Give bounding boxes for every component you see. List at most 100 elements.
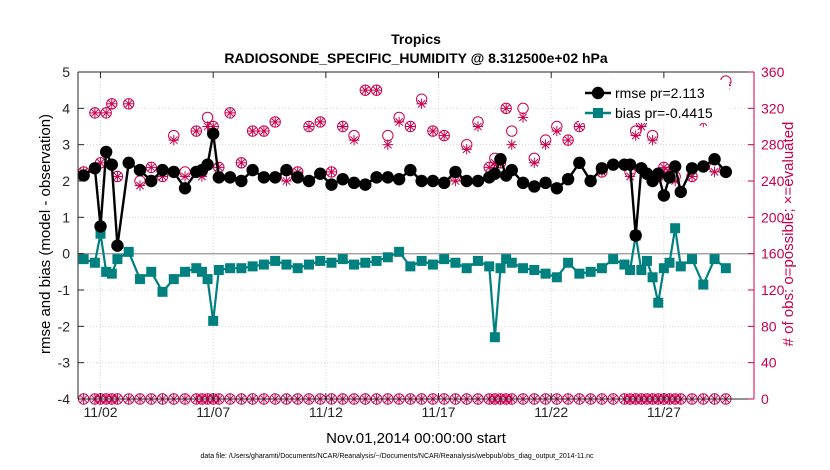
bias-point [653, 297, 664, 308]
obs-evaluated-point [382, 139, 394, 150]
asterisk-stroke [637, 122, 646, 131]
y2-tick-label: 0 [761, 391, 769, 407]
x-axis-label: Nov.01,2014 00:00:00 start [326, 430, 507, 447]
y-tick-label: 3 [62, 137, 70, 153]
bias-point [647, 272, 658, 283]
bias-point [675, 261, 686, 272]
obs-evaluated-point [529, 157, 540, 169]
asterisk-stroke [338, 122, 347, 131]
rmse-point [488, 167, 502, 180]
bias-point [236, 263, 247, 274]
asterisk-stroke [327, 167, 336, 176]
rmse-point [122, 156, 135, 170]
bias-point [540, 268, 551, 279]
labels-layer: Nov.01,2014 00:00:00 start rmse and bias… [37, 114, 797, 460]
rmse-point [246, 163, 259, 177]
asterisk-stroke [181, 172, 190, 181]
bias-point [596, 263, 607, 274]
rmse-point [291, 171, 304, 184]
bias-line [83, 228, 727, 338]
bias-point [371, 255, 382, 266]
rmse-point [359, 178, 372, 191]
bias-point [134, 274, 145, 285]
rmse-point [235, 174, 248, 188]
bias-point [574, 268, 585, 279]
asterisk-stroke [259, 127, 268, 136]
y-tick-label: -1 [58, 282, 71, 298]
bias-point [585, 266, 596, 277]
obs-possible-point [382, 129, 394, 142]
bias-point [112, 254, 123, 265]
rmse-point [573, 156, 586, 170]
rmse-point [426, 174, 440, 188]
y2-tick-label: 120 [761, 282, 785, 298]
rmse-point [167, 165, 180, 179]
asterisk-stroke [395, 117, 404, 126]
legend: rmse pr=2.113 bias pr=-0.4415 [579, 80, 729, 123]
rmse-point [145, 174, 158, 188]
rmse-point [652, 167, 665, 180]
rmse-point [99, 145, 113, 159]
asterisk-stroke [406, 122, 415, 131]
rmse-point [516, 176, 530, 190]
bias-point [337, 254, 348, 265]
bias-point [213, 265, 224, 276]
bias-point [326, 257, 337, 268]
x-tick-label: 11/12 [309, 404, 343, 420]
x-tick-label: 11/22 [534, 404, 568, 420]
bias-point [506, 257, 517, 268]
rmse-point [550, 182, 564, 195]
legend-label: rmse pr=2.113 [615, 85, 705, 101]
asterisk-stroke [90, 108, 99, 117]
bias-point [89, 257, 100, 268]
legend-marker-rmse [591, 86, 605, 100]
bias-point [258, 259, 269, 270]
asterisk-stroke [237, 158, 246, 167]
rmse-point [212, 171, 226, 184]
obs-evaluated-point [709, 166, 720, 178]
obs-evaluated-point [540, 139, 551, 150]
rmse-point [494, 153, 507, 166]
bias-point [658, 263, 669, 274]
obs-evaluated-point [500, 103, 512, 114]
asterisk-stroke [169, 136, 178, 145]
bias-point [518, 263, 529, 274]
bias-point [720, 263, 731, 274]
footnote: data file: /Users/gharamti/Documents/NCA… [200, 453, 594, 460]
obs-evaluated-point [146, 162, 157, 173]
asterisk-stroke [350, 136, 359, 145]
asterisk-stroke [564, 136, 573, 145]
rmse-point [392, 172, 406, 186]
obs-evaluated-point [134, 180, 146, 191]
rmse-point [663, 171, 676, 184]
asterisk-stroke [248, 127, 257, 136]
asterisk-stroke [451, 176, 460, 186]
asterisk-stroke [507, 140, 516, 149]
obs-evaluated-point [562, 134, 574, 146]
y2-tick-label: 320 [761, 100, 785, 116]
rmse-point [280, 163, 293, 177]
obs-evaluated-point [438, 130, 450, 141]
obs-evaluated-point [647, 134, 658, 146]
rmse-point [381, 171, 395, 184]
rmse-point [207, 127, 220, 140]
bias-point [484, 261, 495, 272]
bias-point [281, 259, 292, 270]
rmse-point [471, 174, 485, 188]
x-tick-label: 11/17 [422, 404, 456, 420]
obs-evaluated-point [315, 116, 326, 128]
asterisk-stroke [124, 99, 133, 108]
bias-point [157, 286, 168, 297]
asterisk-stroke [473, 122, 482, 131]
asterisk-stroke [383, 140, 392, 149]
rmse-point [505, 163, 518, 177]
obs-evaluated-point [472, 121, 484, 132]
rmse-point [657, 189, 671, 202]
y-tick-label: 0 [62, 246, 70, 262]
bias-point [439, 254, 450, 265]
y2-tick-label: 40 [761, 355, 777, 371]
rmse-point [94, 220, 107, 233]
asterisk-stroke [575, 122, 584, 131]
rmse-point [595, 162, 609, 175]
